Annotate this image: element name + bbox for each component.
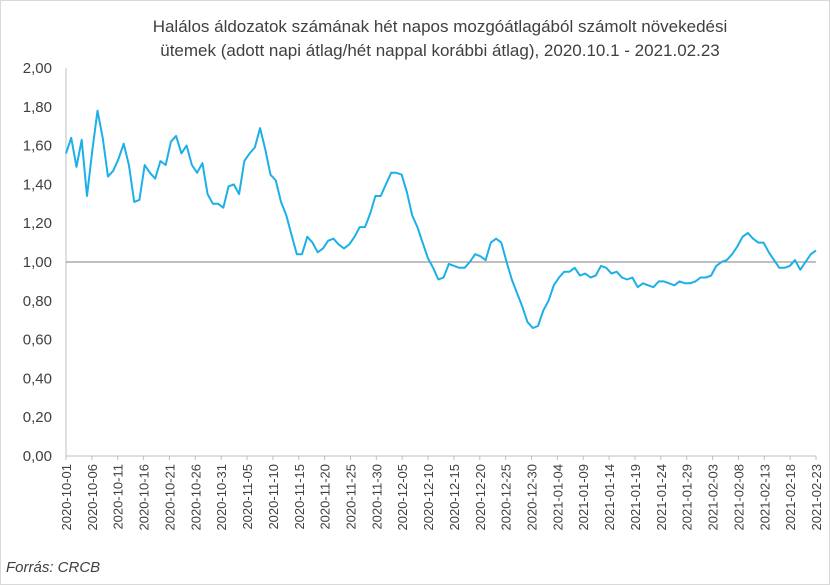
x-tick-label: 2020-12-05	[395, 464, 410, 531]
x-tick-label: 2020-10-26	[188, 464, 203, 531]
chart-title-line-1: Halálos áldozatok számának hét napos moz…	[152, 17, 728, 36]
x-tick-label: 2021-01-24	[654, 464, 669, 531]
y-tick-label: 0,80	[23, 293, 52, 310]
x-tick-label: 2020-12-10	[421, 464, 436, 531]
y-tick-label: 2,00	[23, 60, 52, 77]
x-tick-label: 2020-12-15	[447, 464, 462, 531]
x-tick-label: 2020-10-06	[85, 464, 100, 531]
x-tick-label: 2020-12-25	[499, 464, 514, 531]
source-note: Forrás: CRCB	[6, 559, 101, 576]
x-tick-label: 2021-01-09	[576, 464, 591, 531]
x-tick-label: 2020-10-16	[137, 464, 152, 531]
y-tick-label: 1,80	[23, 99, 52, 116]
x-tick-label: 2020-11-05	[240, 464, 255, 530]
x-tick-label: 2021-01-29	[680, 464, 695, 531]
series-line	[65, 109, 817, 329]
y-tick-label: 0,40	[23, 370, 52, 387]
x-tick-label: 2020-11-20	[318, 464, 333, 530]
x-tick-label: 2021-02-08	[731, 464, 746, 531]
x-tick-label: 2020-11-25	[343, 464, 358, 530]
x-tick-label: 2020-11-30	[369, 464, 384, 530]
chart-title-line-2: ütemek (adott napi átlag/hét nappal korá…	[160, 41, 720, 60]
x-tick-label: 2020-10-21	[162, 464, 177, 531]
y-tick-label: 1,20	[23, 215, 52, 232]
x-tick-label: 2021-02-23	[809, 464, 824, 531]
x-tick-label: 2020-11-10	[266, 464, 281, 530]
y-tick-label: 0,20	[23, 409, 52, 426]
x-tick-label: 2020-12-30	[525, 464, 540, 531]
x-tick-label: 2021-02-18	[783, 464, 798, 531]
x-tick-label: 2021-01-19	[628, 464, 643, 531]
y-tick-label: 0,00	[23, 448, 52, 465]
x-tick-label: 2021-02-03	[706, 464, 721, 531]
x-tick-label: 2020-10-31	[214, 464, 229, 531]
y-tick-label: 1,00	[23, 254, 52, 271]
x-tick-label: 2020-12-20	[473, 464, 488, 531]
x-tick-label: 2021-01-04	[550, 464, 565, 531]
x-tick-label: 2020-11-15	[292, 464, 307, 530]
x-tick-label: 2020-10-11	[111, 464, 126, 530]
x-tick-label: 2020-10-01	[59, 464, 74, 531]
y-tick-label: 1,40	[23, 176, 52, 193]
x-tick-label: 2021-01-14	[602, 464, 617, 531]
y-tick-label: 1,60	[23, 138, 52, 155]
x-tick-label: 2021-02-13	[757, 464, 772, 531]
y-tick-label: 0,60	[23, 332, 52, 349]
